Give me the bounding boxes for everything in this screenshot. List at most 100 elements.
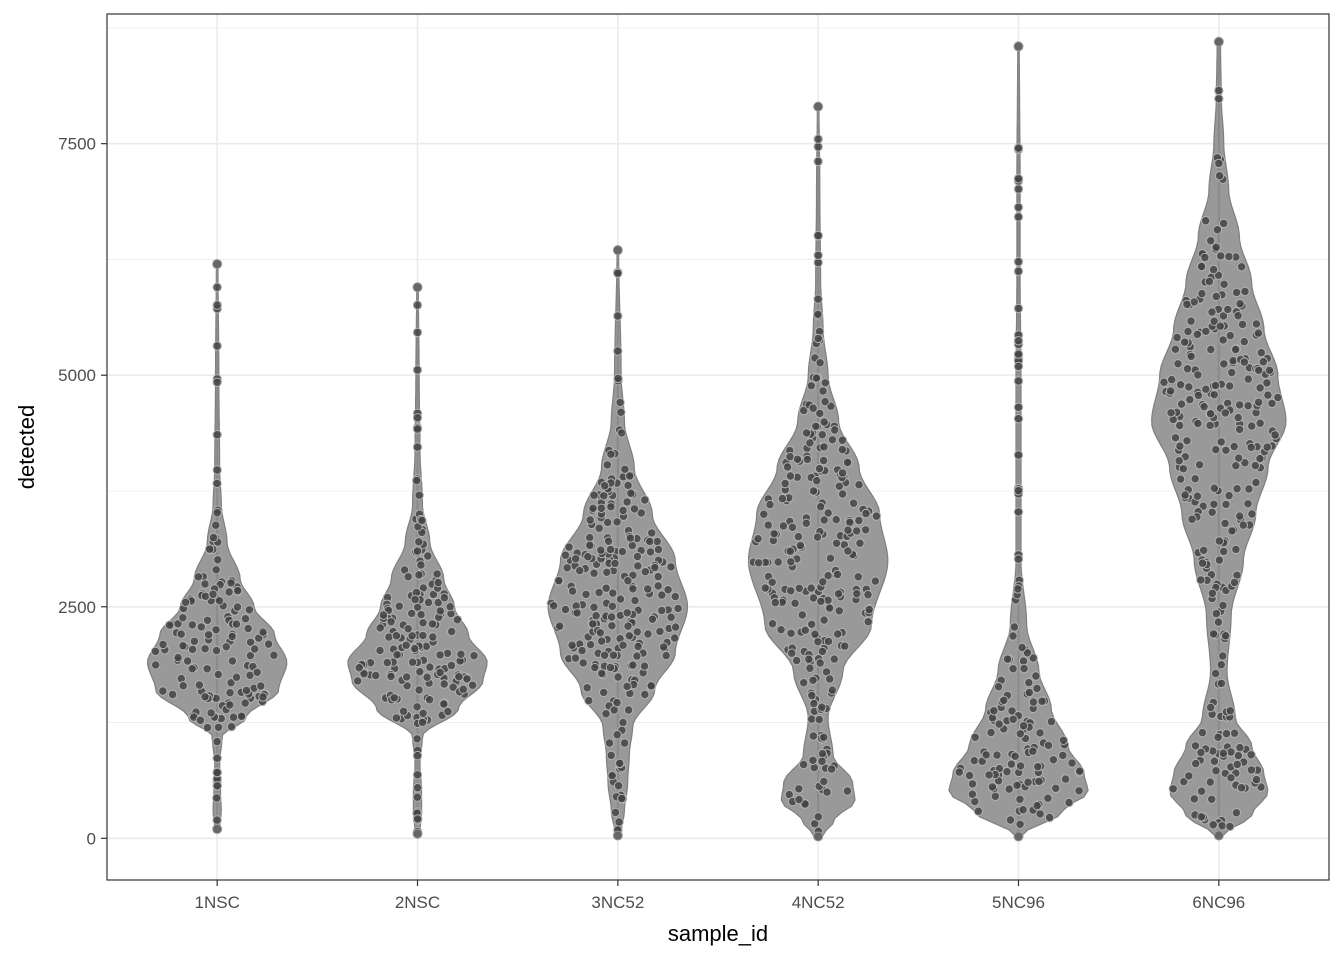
data-point xyxy=(1217,821,1227,831)
data-point xyxy=(1192,491,1203,501)
data-point xyxy=(1235,511,1245,521)
data-point xyxy=(623,576,633,586)
data-point xyxy=(1216,660,1227,670)
data-point xyxy=(164,620,175,630)
data-point xyxy=(202,664,212,674)
data-point xyxy=(970,732,980,742)
data-point xyxy=(813,134,823,144)
data-point xyxy=(785,546,795,556)
data-point xyxy=(759,509,769,519)
data-point xyxy=(600,481,610,491)
data-point xyxy=(1238,520,1249,530)
data-point xyxy=(1018,805,1028,815)
data-point xyxy=(622,497,632,507)
data-point xyxy=(608,588,618,598)
data-point xyxy=(615,594,626,604)
data-point xyxy=(382,657,392,668)
data-point xyxy=(619,738,630,748)
data-point xyxy=(1013,174,1024,184)
data-point xyxy=(167,689,178,700)
data-point xyxy=(412,702,422,712)
data-point xyxy=(1243,374,1254,384)
data-point xyxy=(1219,279,1229,289)
data-point xyxy=(827,685,837,695)
data-point xyxy=(852,589,862,599)
data-point xyxy=(807,619,817,629)
data-point xyxy=(640,567,650,577)
data-point xyxy=(795,540,806,551)
data-point xyxy=(1224,490,1234,501)
data-point xyxy=(1004,784,1014,794)
data-point xyxy=(813,294,823,304)
data-point xyxy=(189,636,200,646)
data-point xyxy=(596,636,607,646)
data-point xyxy=(413,783,423,793)
data-point xyxy=(670,633,680,643)
data-point xyxy=(1251,319,1262,329)
data-point xyxy=(993,682,1004,692)
data-point xyxy=(802,454,813,465)
data-point xyxy=(231,672,242,682)
data-point xyxy=(439,593,450,603)
data-point xyxy=(837,468,848,478)
data-point xyxy=(448,682,458,692)
data-point xyxy=(233,585,243,596)
data-point xyxy=(794,583,804,593)
data-point xyxy=(584,695,594,706)
data-point xyxy=(582,683,592,693)
data-point xyxy=(1051,783,1061,793)
data-point xyxy=(200,692,210,702)
data-point xyxy=(1175,441,1185,451)
data-point xyxy=(1013,266,1024,276)
data-point xyxy=(1205,777,1216,787)
data-point xyxy=(228,712,239,722)
data-point xyxy=(403,624,413,634)
axes: 0 2500 5000 7500 1NSC 2NSC 3NC52 4NC52 5NC96 6NC9… xyxy=(58,135,1245,912)
data-point xyxy=(1200,252,1210,263)
data-point xyxy=(1015,761,1026,771)
data-point xyxy=(435,667,445,678)
data-point xyxy=(629,504,640,514)
data-point xyxy=(212,282,222,292)
data-point xyxy=(602,567,612,577)
data-point xyxy=(819,732,829,742)
data-point xyxy=(1035,728,1045,738)
extreme-point xyxy=(1213,830,1224,841)
data-point xyxy=(442,648,453,658)
data-point xyxy=(1186,351,1196,362)
data-point xyxy=(567,640,577,650)
data-point xyxy=(226,722,237,732)
data-point xyxy=(613,373,623,384)
x-tick-label: 2NSC xyxy=(395,893,440,912)
data-point xyxy=(790,598,800,608)
data-point xyxy=(843,525,853,535)
data-point xyxy=(1246,442,1256,453)
data-point xyxy=(240,698,250,708)
data-point xyxy=(606,449,616,459)
data-point xyxy=(1043,740,1054,751)
data-point xyxy=(852,526,862,536)
data-point xyxy=(653,571,663,582)
data-point xyxy=(212,508,222,518)
data-point xyxy=(187,664,197,674)
data-point xyxy=(815,408,825,419)
data-point xyxy=(994,719,1004,729)
y-tick-label: 5000 xyxy=(58,366,96,385)
data-point xyxy=(628,584,638,594)
data-point xyxy=(615,397,625,408)
data-point xyxy=(1227,367,1237,378)
extreme-point xyxy=(1013,41,1024,52)
data-point xyxy=(1239,357,1250,367)
data-point xyxy=(1234,424,1245,435)
data-point xyxy=(1220,408,1231,418)
data-point xyxy=(212,300,222,310)
data-point xyxy=(1013,257,1024,267)
data-point xyxy=(1219,218,1229,229)
extreme-point xyxy=(212,824,223,835)
data-point xyxy=(973,806,984,816)
data-point xyxy=(1243,499,1253,509)
data-point xyxy=(572,608,582,618)
data-point xyxy=(964,770,975,781)
data-point xyxy=(1223,304,1233,315)
data-point xyxy=(414,685,424,695)
